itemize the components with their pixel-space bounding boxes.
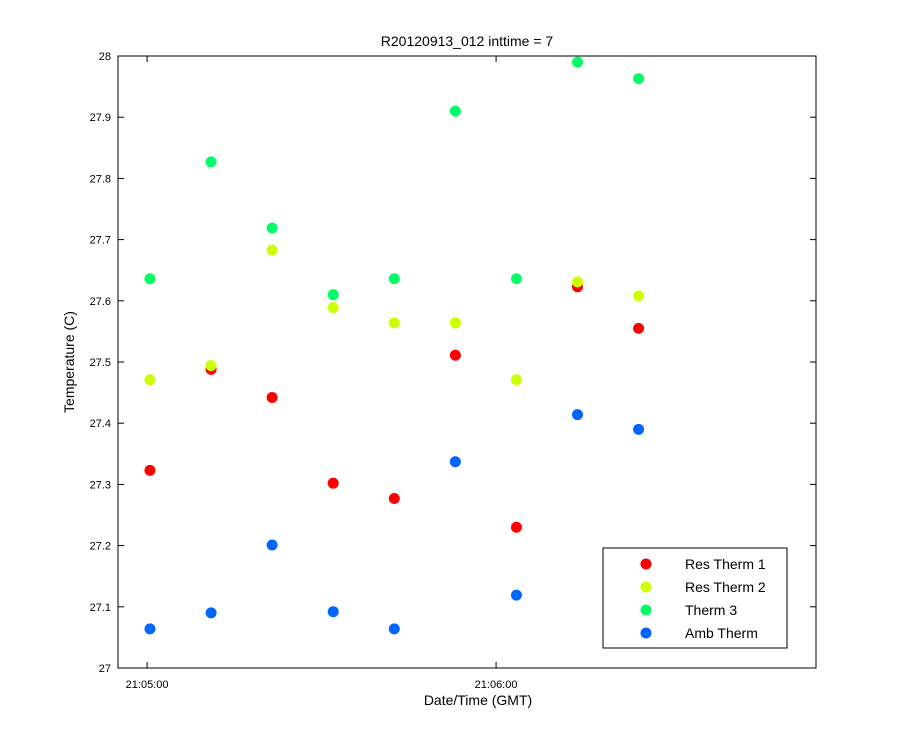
legend-marker: [640, 627, 652, 639]
data-point: [205, 607, 217, 619]
data-point: [449, 349, 461, 361]
x-axis: 21:05:00 21:06:00: [126, 56, 518, 691]
legend: Res Therm 1 Res Therm 2 Therm 3 Amb Therm: [602, 547, 788, 649]
data-point: [327, 289, 339, 301]
series-2: [144, 56, 645, 301]
legend-label: Res Therm 2: [685, 579, 766, 595]
data-point: [633, 322, 645, 334]
y-tick-label: 27.2: [90, 541, 111, 553]
data-points: [144, 56, 645, 635]
data-point: [510, 589, 522, 601]
data-point: [449, 456, 461, 468]
data-point: [266, 222, 278, 234]
data-point: [388, 273, 400, 285]
y-tick-label: 27: [99, 663, 111, 675]
data-point: [510, 273, 522, 285]
data-point: [144, 623, 156, 635]
legend-marker: [640, 581, 652, 593]
data-point: [327, 606, 339, 618]
data-point: [144, 464, 156, 476]
legend-label: Res Therm 1: [685, 556, 766, 572]
data-point: [266, 539, 278, 551]
y-tick-label: 27.7: [90, 235, 111, 247]
y-tick-label: 28: [99, 51, 111, 63]
y-tick-label: 27.4: [90, 418, 111, 430]
data-point: [633, 73, 645, 85]
data-point: [633, 423, 645, 435]
y-axis: 27 27.1 27.2 27.3 27.4 27.5 27.6 27.7 27.8 27.9 28: [90, 51, 816, 675]
x-tick-label: 21:06:00: [475, 679, 518, 691]
data-point: [388, 317, 400, 329]
y-tick-label: 27.6: [90, 296, 111, 308]
y-tick-label: 27.1: [90, 602, 111, 614]
y-tick-label: 27.8: [90, 173, 111, 185]
x-tick-label: 21:05:00: [126, 679, 169, 691]
data-point: [572, 56, 584, 68]
legend-marker: [640, 604, 652, 616]
series-3: [144, 409, 645, 635]
data-point: [205, 360, 217, 372]
legend-label: Therm 3: [685, 602, 737, 618]
data-point: [266, 391, 278, 403]
y-tick-label: 27.9: [90, 112, 111, 124]
legend-marker: [640, 558, 652, 570]
y-tick-label: 27.3: [90, 479, 111, 491]
data-point: [327, 302, 339, 314]
data-point: [449, 105, 461, 117]
legend-label: Amb Therm: [685, 625, 758, 641]
data-point: [144, 374, 156, 386]
legend-box: [602, 547, 788, 649]
data-point: [388, 623, 400, 635]
data-point: [327, 477, 339, 489]
data-point: [572, 409, 584, 421]
y-tick-label: 27.5: [90, 357, 111, 369]
data-point: [205, 156, 217, 168]
data-point: [266, 244, 278, 256]
x-axis-label: Date/Time (GMT): [424, 692, 532, 708]
data-point: [388, 492, 400, 504]
series-1: [144, 244, 645, 386]
y-axis-label: Temperature (C): [61, 311, 77, 413]
data-point: [633, 290, 645, 302]
data-point: [510, 521, 522, 533]
data-point: [449, 317, 461, 329]
data-point: [510, 374, 522, 386]
data-point: [572, 276, 584, 288]
chart-title: R20120913_012 inttime = 7: [381, 33, 554, 49]
data-point: [144, 273, 156, 285]
